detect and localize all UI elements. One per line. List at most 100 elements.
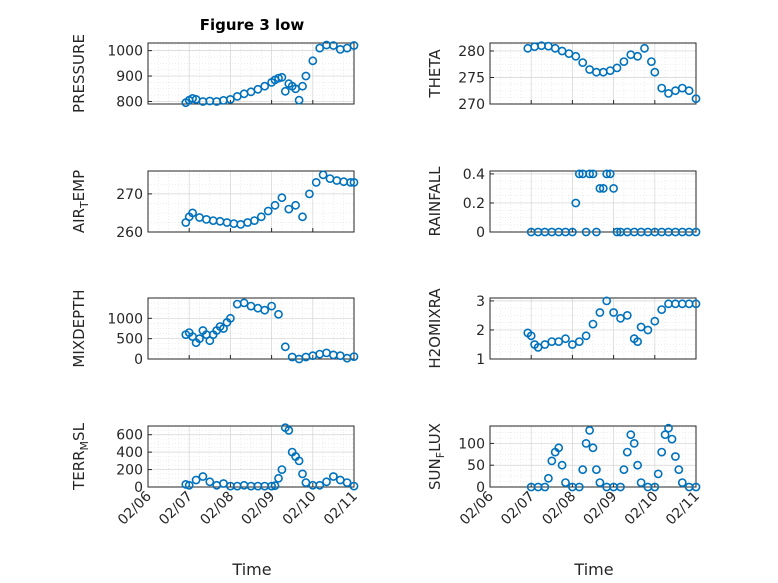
h2omixra-data-point xyxy=(622,310,632,320)
rainfall-data-point xyxy=(592,227,601,237)
sunflux-axes-frame xyxy=(489,425,697,488)
subplot-rainfall: 0 0.2 0.4 RAINFALL xyxy=(426,166,701,241)
sunflux-data-point xyxy=(626,430,636,440)
terrmsl-data-point xyxy=(349,481,359,491)
terrmsl-data-point xyxy=(294,456,304,466)
rainfall-y-axis-label: RAINFALL xyxy=(426,166,444,237)
airtemp-data-point xyxy=(270,200,280,210)
rainfall-data-point xyxy=(609,183,618,193)
mixdepth-data-point xyxy=(280,342,290,352)
sunflux-data-point xyxy=(667,434,677,444)
theta-axes-frame xyxy=(489,42,697,105)
pressure-data-point xyxy=(349,41,359,50)
pressure-axes-frame xyxy=(147,42,355,105)
airtemp-data-point xyxy=(291,200,300,210)
theta-data-point xyxy=(619,57,629,66)
airtemp-data-point xyxy=(311,177,321,187)
terrmsl-data-point xyxy=(315,480,325,490)
rainfall-ytick-label: 0 xyxy=(476,225,485,241)
terrmsl-data-point xyxy=(274,473,283,483)
mixdepth-data-point xyxy=(260,305,270,315)
theta-data-point xyxy=(640,43,649,53)
rainfall-data-point xyxy=(602,169,612,179)
pressure-data-point xyxy=(280,86,290,96)
sunflux-data-point xyxy=(674,465,684,474)
airtemp-data-point xyxy=(346,177,355,187)
terrmsl-data-point xyxy=(328,472,338,481)
airtemp-data-point xyxy=(304,189,314,199)
airtemp-ytick-label: 260 xyxy=(116,225,143,241)
theta-data-point xyxy=(657,83,667,93)
sunflux-data-point xyxy=(664,423,673,433)
airtemp-data-point xyxy=(256,212,266,222)
airtemp-data-point xyxy=(298,212,307,222)
rainfall-data-point xyxy=(574,169,584,179)
pressure-data-point xyxy=(294,95,304,105)
terrmsl-xtick-label: 02/08 xyxy=(197,489,237,529)
sunflux-data-point xyxy=(616,482,625,492)
theta-data-point xyxy=(650,67,660,77)
theta-data-point xyxy=(612,63,622,73)
rainfall-data-point xyxy=(568,227,577,237)
pressure-data-point xyxy=(277,72,287,82)
sunflux-data-point xyxy=(622,447,632,457)
h2omixra-axes-frame xyxy=(489,297,697,360)
pressure-ytick-label: 1000 xyxy=(107,44,143,60)
rainfall-data-point xyxy=(595,183,605,193)
h2omixra-data-point xyxy=(574,337,584,346)
sunflux-xtick-label: 02/09 xyxy=(581,489,621,529)
airtemp-data-point xyxy=(349,177,359,187)
theta-ytick-label: 280 xyxy=(458,44,485,60)
terrmsl-data-point xyxy=(284,425,294,435)
subplot-h2omixra: 1 2 3 H2OMIXRA xyxy=(426,288,701,369)
h2omixra-data-point xyxy=(561,334,570,344)
sunflux-ytick-label: 50 xyxy=(467,458,485,474)
terrmsl-data-point xyxy=(342,478,352,487)
rainfall-data-point xyxy=(571,198,581,208)
h2omixra-data-point xyxy=(650,316,660,326)
sunflux-data-point xyxy=(557,460,567,470)
sunflux-data-point xyxy=(691,482,701,492)
sunflux-data-point xyxy=(595,478,605,487)
pressure-data-point xyxy=(298,81,307,91)
sunflux-data-point xyxy=(592,465,601,474)
sunflux-data-point xyxy=(544,473,553,483)
terrmsl-xtick-label: 02/10 xyxy=(280,489,320,529)
terrmsl-data-point xyxy=(267,481,276,491)
terrmsl-data-point xyxy=(198,472,208,481)
h2omixra-data-point xyxy=(602,296,612,306)
sunflux-xtick-label: 02/07 xyxy=(498,489,538,529)
sunflux-xtick-label: 02/11 xyxy=(663,489,703,529)
theta-ytick-label: 275 xyxy=(458,70,485,86)
airtemp-data-point xyxy=(188,208,197,218)
terrmsl-data-point xyxy=(184,480,194,490)
terrmsl-data-point xyxy=(191,475,201,485)
pressure-ytick-label: 900 xyxy=(116,69,143,85)
theta-data-point xyxy=(691,94,701,104)
mixdepth-ytick-label: 1000 xyxy=(107,311,143,327)
sunflux-data-point xyxy=(547,456,557,466)
terrmsl-data-point xyxy=(205,477,215,487)
theta-data-point xyxy=(578,58,588,67)
airtemp-data-point xyxy=(318,170,328,180)
h2omixra-data-point xyxy=(581,331,591,341)
pressure-y-axis-label: PRESSURE xyxy=(70,34,88,113)
mixdepth-data-point xyxy=(267,301,276,311)
mixdepth-ytick-label: 0 xyxy=(134,352,143,368)
terrmsl-data-point xyxy=(277,465,287,474)
h2omixra-ytick-label: 2 xyxy=(476,323,485,339)
airtemp-data-point xyxy=(263,206,273,216)
mixdepth-data-point xyxy=(274,309,283,319)
mixdepth-data-point xyxy=(239,298,249,308)
pressure-data-point xyxy=(225,95,235,104)
terrmsl-ytick-label: 200 xyxy=(116,463,143,479)
sunflux-data-point xyxy=(588,443,598,453)
h2omixra-data-point xyxy=(691,299,701,309)
sunflux-ytick-label: 0 xyxy=(476,480,485,496)
airtemp-y-axis-label: AIRTEMP xyxy=(70,170,91,233)
airtemp-data-point xyxy=(249,216,259,225)
